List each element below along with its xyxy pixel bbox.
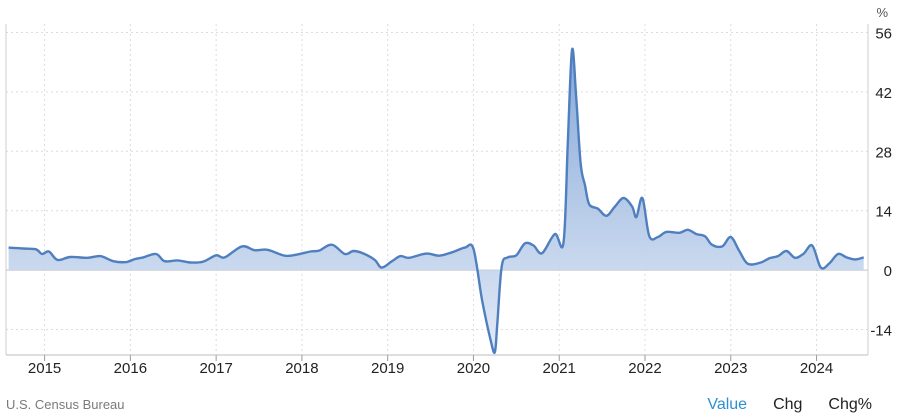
- axes: 56 42 28 14 0 -14 2015 2016 2017 2018 2019 2020 2021…: [5, 24, 892, 377]
- y-tick-label: 14: [875, 204, 892, 221]
- grid: [6, 24, 868, 355]
- area-series: [8, 47, 865, 354]
- tab-value[interactable]: Value: [707, 396, 748, 413]
- x-tick-label: 2017: [199, 360, 232, 377]
- y-tick-label: 28: [875, 144, 892, 161]
- x-tick-label: 2022: [628, 360, 661, 377]
- source-label: U.S. Census Bureau: [6, 397, 125, 412]
- x-tick-label: 2023: [714, 360, 747, 377]
- x-tick-label: 2021: [543, 360, 576, 377]
- x-tick-label: 2019: [371, 360, 404, 377]
- view-tabs: Value Chg Chg%: [707, 396, 872, 414]
- x-tick-label: 2018: [285, 360, 318, 377]
- y-tick-label: 42: [875, 85, 892, 102]
- y-axis-unit-label: %: [876, 5, 888, 20]
- series-area-fill: [8, 48, 864, 353]
- y-tick-label: -14: [870, 323, 892, 340]
- series-line: [8, 47, 865, 354]
- x-tick-label: 2015: [28, 360, 61, 377]
- tab-chg-percent[interactable]: Chg%: [828, 396, 872, 413]
- y-tick-label: 0: [884, 263, 892, 280]
- x-tick-label: 2016: [114, 360, 147, 377]
- x-tick-label: 2024: [800, 360, 833, 377]
- tab-chg[interactable]: Chg: [773, 396, 803, 413]
- y-tick-label: 56: [875, 25, 892, 42]
- x-tick-label: 2020: [457, 360, 490, 377]
